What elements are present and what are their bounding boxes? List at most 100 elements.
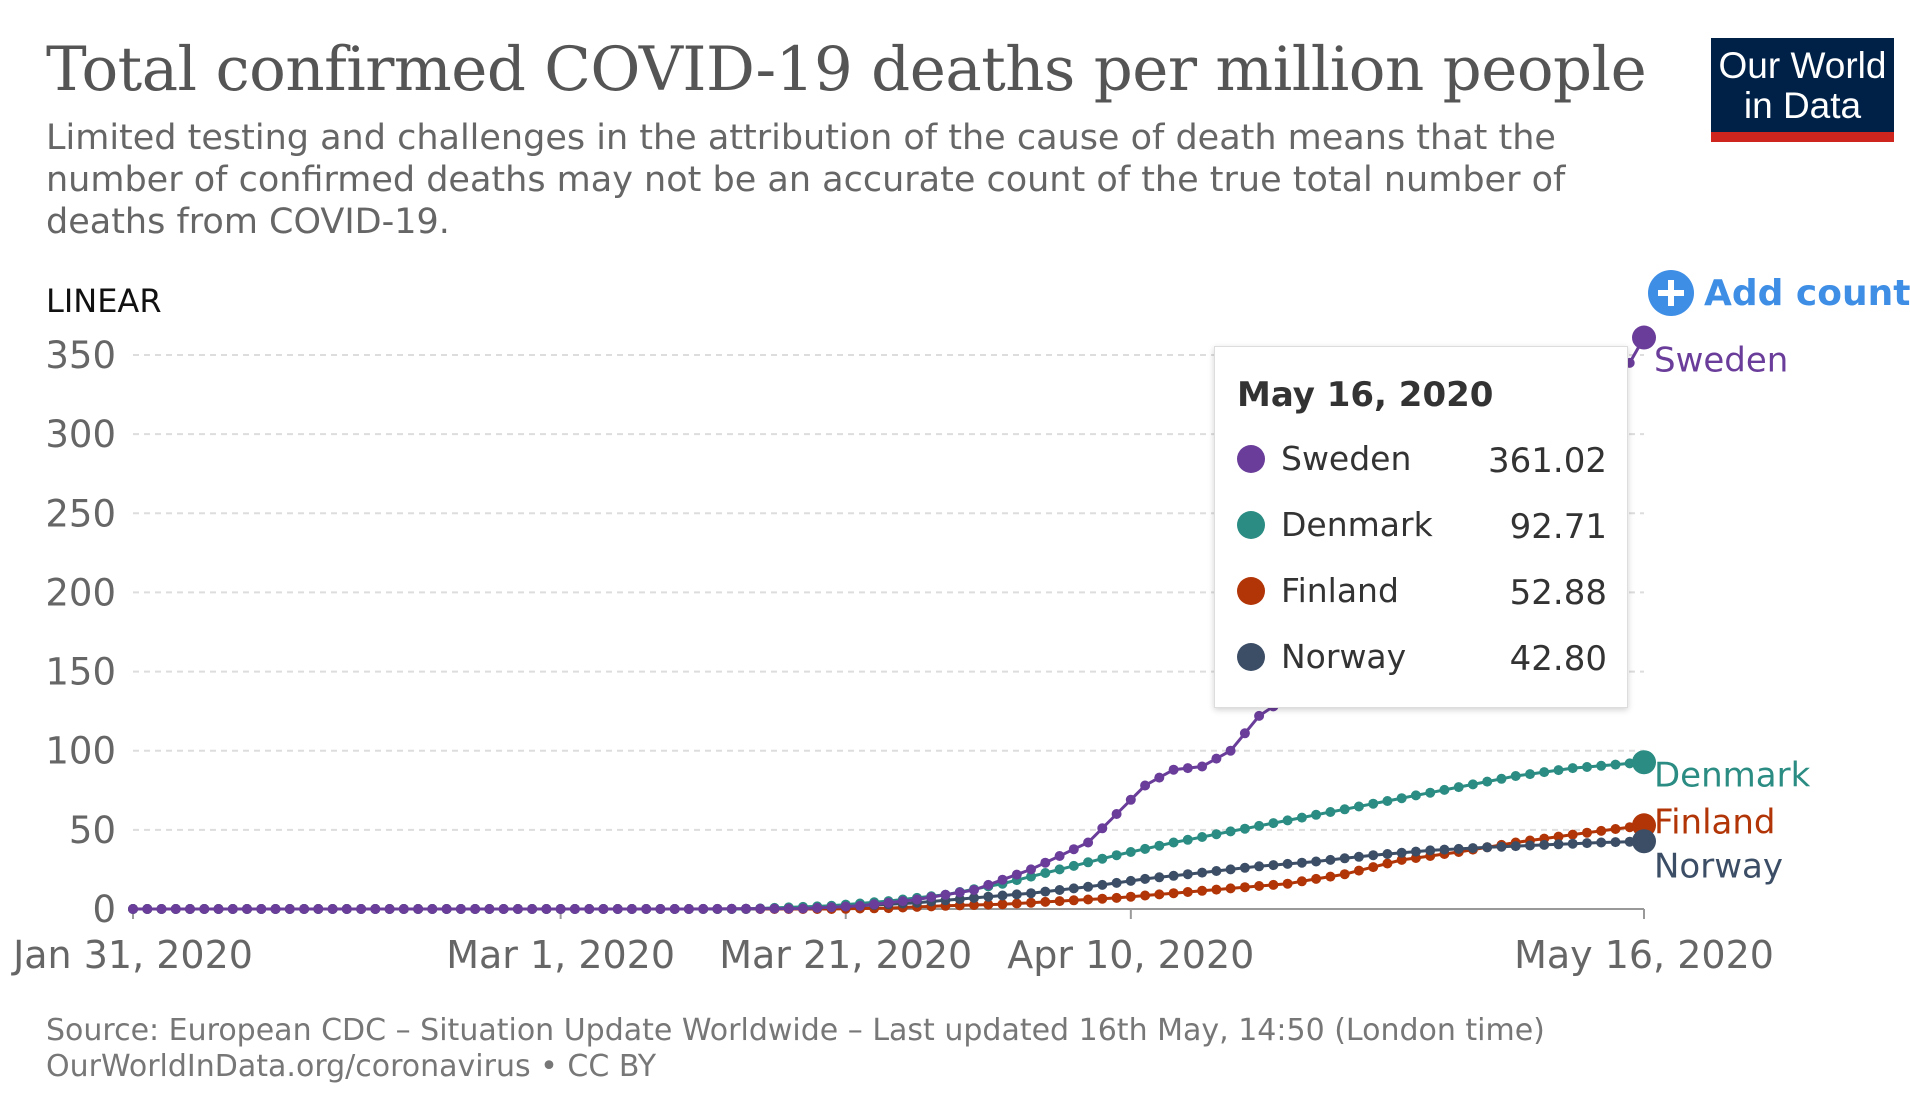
- data-point-denmark: [1268, 818, 1279, 829]
- data-point-finland: [1396, 854, 1407, 865]
- data-point-norway: [1382, 849, 1393, 859]
- x-tick-label: Mar 1, 2020: [446, 933, 675, 977]
- data-point-denmark: [1026, 871, 1036, 882]
- data-point-finland: [1282, 878, 1293, 889]
- data-point-norway: [1268, 860, 1279, 871]
- data-point-norway: [1083, 881, 1094, 892]
- data-point-norway: [1097, 879, 1108, 890]
- tooltip-dot-finland: [1237, 577, 1265, 605]
- data-point-norway: [1582, 838, 1592, 849]
- data-point-sweden: [1197, 761, 1208, 772]
- data-point-denmark: [1168, 837, 1179, 848]
- series-label-sweden: Sweden: [1654, 341, 1788, 381]
- data-point-sweden: [1040, 857, 1051, 868]
- end-marker-sweden: [1632, 325, 1656, 350]
- data-point-norway: [1282, 858, 1293, 869]
- x-tick-label: Apr 10, 2020: [1007, 933, 1254, 977]
- data-point-denmark: [1610, 759, 1621, 770]
- data-point-sweden: [341, 904, 352, 914]
- x-tick-label: Jan 31, 2020: [11, 933, 253, 977]
- data-point-finland: [1311, 873, 1322, 884]
- data-point-denmark: [1254, 820, 1265, 831]
- data-point-finland: [1026, 897, 1036, 908]
- data-point-finland: [1596, 825, 1607, 836]
- data-point-denmark: [1225, 826, 1236, 837]
- data-point-denmark: [1467, 779, 1478, 790]
- owid-logo[interactable]: Our World in Data: [1711, 38, 1894, 142]
- add-country-button[interactable]: Add country: [1648, 270, 1910, 316]
- data-point-sweden: [413, 904, 424, 914]
- data-point-sweden: [1182, 763, 1193, 774]
- data-point-sweden: [498, 904, 509, 914]
- data-point-norway: [1197, 867, 1208, 878]
- data-point-sweden: [1211, 753, 1222, 764]
- data-point-sweden: [128, 904, 138, 914]
- data-point-sweden: [555, 904, 566, 914]
- data-point-norway: [1211, 866, 1222, 876]
- data-point-sweden: [1168, 764, 1179, 775]
- data-point-denmark: [1582, 762, 1592, 772]
- data-point-norway: [1225, 864, 1236, 875]
- data-point-denmark: [1154, 840, 1165, 851]
- data-point-sweden: [997, 874, 1008, 885]
- tooltip-value: 52.88: [1509, 573, 1607, 613]
- end-marker-norway: [1632, 829, 1656, 854]
- tooltip-row-finland: Finland 52.88: [1237, 569, 1607, 613]
- data-point-norway: [1596, 837, 1607, 848]
- data-point-sweden: [698, 903, 709, 914]
- data-point-sweden: [484, 904, 495, 914]
- data-point-sweden: [427, 904, 438, 914]
- data-point-denmark: [1097, 853, 1108, 864]
- data-point-finland: [1353, 865, 1364, 876]
- y-tick-label: 250: [45, 492, 116, 535]
- data-point-sweden: [883, 897, 894, 908]
- data-point-finland: [1154, 889, 1165, 900]
- add-country-label: Add country: [1704, 272, 1910, 314]
- source-link[interactable]: OurWorldInData.org/coronavirus: [46, 1049, 531, 1084]
- data-point-norway: [1525, 840, 1535, 851]
- license-text: • CC BY: [530, 1049, 657, 1084]
- tooltip-dot-norway: [1237, 643, 1265, 671]
- series-label-denmark: Denmark: [1654, 755, 1811, 795]
- data-point-norway: [997, 890, 1008, 901]
- data-point-denmark: [1282, 815, 1293, 826]
- series-denmark: [128, 750, 1656, 914]
- data-point-norway: [1111, 877, 1122, 888]
- data-point-norway: [1154, 872, 1165, 883]
- data-point-finland: [1097, 893, 1108, 904]
- data-point-denmark: [1553, 765, 1564, 776]
- data-point-sweden: [683, 904, 694, 914]
- data-point-sweden: [926, 892, 937, 903]
- data-point-norway: [1168, 870, 1179, 881]
- logo-line-1: Our World: [1718, 45, 1887, 86]
- data-point-finland: [1140, 890, 1151, 901]
- series-layer: [128, 325, 1656, 914]
- data-point-norway: [1467, 843, 1478, 854]
- data-point-finland: [969, 900, 979, 910]
- data-point-denmark: [1382, 796, 1393, 806]
- data-point-norway: [1311, 856, 1322, 867]
- data-point-sweden: [455, 904, 466, 914]
- x-tick-label: Mar 21, 2020: [719, 933, 972, 977]
- data-point-norway: [1296, 857, 1307, 868]
- data-point-finland: [1068, 895, 1079, 906]
- data-point-norway: [1453, 843, 1464, 854]
- y-tick-label: 50: [69, 809, 116, 852]
- data-point-sweden: [840, 901, 851, 912]
- y-tick-label: 0: [92, 888, 116, 931]
- data-point-sweden: [940, 889, 951, 900]
- data-point-norway: [1125, 875, 1136, 886]
- data-point-denmark: [1339, 804, 1350, 815]
- data-point-sweden: [626, 904, 637, 914]
- data-point-sweden: [1083, 837, 1094, 848]
- data-point-sweden: [798, 903, 808, 914]
- data-point-sweden: [912, 894, 922, 905]
- data-point-denmark: [1353, 801, 1364, 812]
- scale-toggle-linear[interactable]: LINEAR: [46, 282, 162, 320]
- data-point-norway: [1182, 869, 1193, 880]
- data-point-sweden: [1097, 823, 1108, 834]
- data-point-finland: [1111, 892, 1122, 903]
- data-point-denmark: [1211, 829, 1222, 840]
